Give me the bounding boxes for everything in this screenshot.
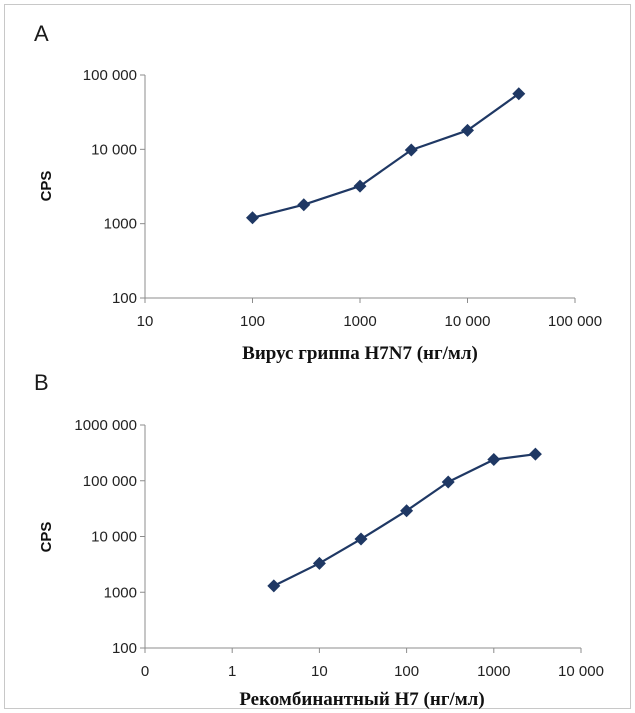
x-axis-label-b: Рекомбинантный H7 (нг/мл)	[239, 689, 484, 710]
y-axis-label-a: CPS	[38, 171, 55, 202]
x-tick-label-a: 10	[137, 313, 154, 330]
y-tick-label-a: 100	[112, 290, 137, 307]
data-point-b	[487, 453, 500, 466]
y-tick-label-a: 1000	[104, 216, 137, 233]
data-point-b	[267, 579, 280, 592]
x-tick-label-a: 1000	[343, 313, 376, 330]
data-point-b	[355, 533, 368, 546]
x-tick-label-a: 10 000	[445, 313, 491, 330]
x-tick-label-a: 100	[240, 313, 265, 330]
x-tick-label-b: 10	[311, 663, 328, 680]
series-a	[246, 87, 525, 224]
data-point-a	[297, 198, 310, 211]
y-axis-label-b: CPS	[38, 522, 55, 553]
x-tick-label-b: 1000	[477, 663, 510, 680]
x-tick-label-a: 100 000	[548, 313, 602, 330]
y-tick-label-b: 10 000	[91, 529, 137, 546]
data-point-b	[442, 475, 455, 488]
y-tick-label-b: 1000 000	[74, 417, 137, 434]
x-tick-label-b: 10 000	[558, 663, 604, 680]
data-point-b	[400, 504, 413, 517]
chart-a: A CPS Вирус гриппа H7N7 (нг/мл) 100 1000 1…	[34, 21, 602, 364]
data-point-b	[529, 448, 542, 461]
series-line-b	[274, 454, 536, 586]
series-line-a	[253, 94, 519, 218]
y-tick-label-b: 1000	[104, 584, 137, 601]
chart-b: B CPS Рекомбинантный H7 (нг/мл) 10010001…	[34, 370, 604, 710]
x-tick-label-b: 1	[228, 663, 236, 680]
y-tick-label-a: 100 000	[83, 67, 137, 84]
y-tick-label-b: 100	[112, 640, 137, 657]
series-b	[267, 448, 542, 593]
x-tick-label-b: 0	[141, 663, 149, 680]
data-point-a	[246, 211, 259, 224]
panel-label-a: A	[34, 21, 49, 46]
data-point-b	[313, 557, 326, 570]
x-axis-label-a: Вирус гриппа H7N7 (нг/мл)	[242, 343, 478, 364]
x-tick-label-b: 100	[394, 663, 419, 680]
y-tick-label-b: 100 000	[83, 473, 137, 490]
panel-label-b: B	[34, 370, 49, 395]
y-tick-label-a: 10 000	[91, 141, 137, 158]
